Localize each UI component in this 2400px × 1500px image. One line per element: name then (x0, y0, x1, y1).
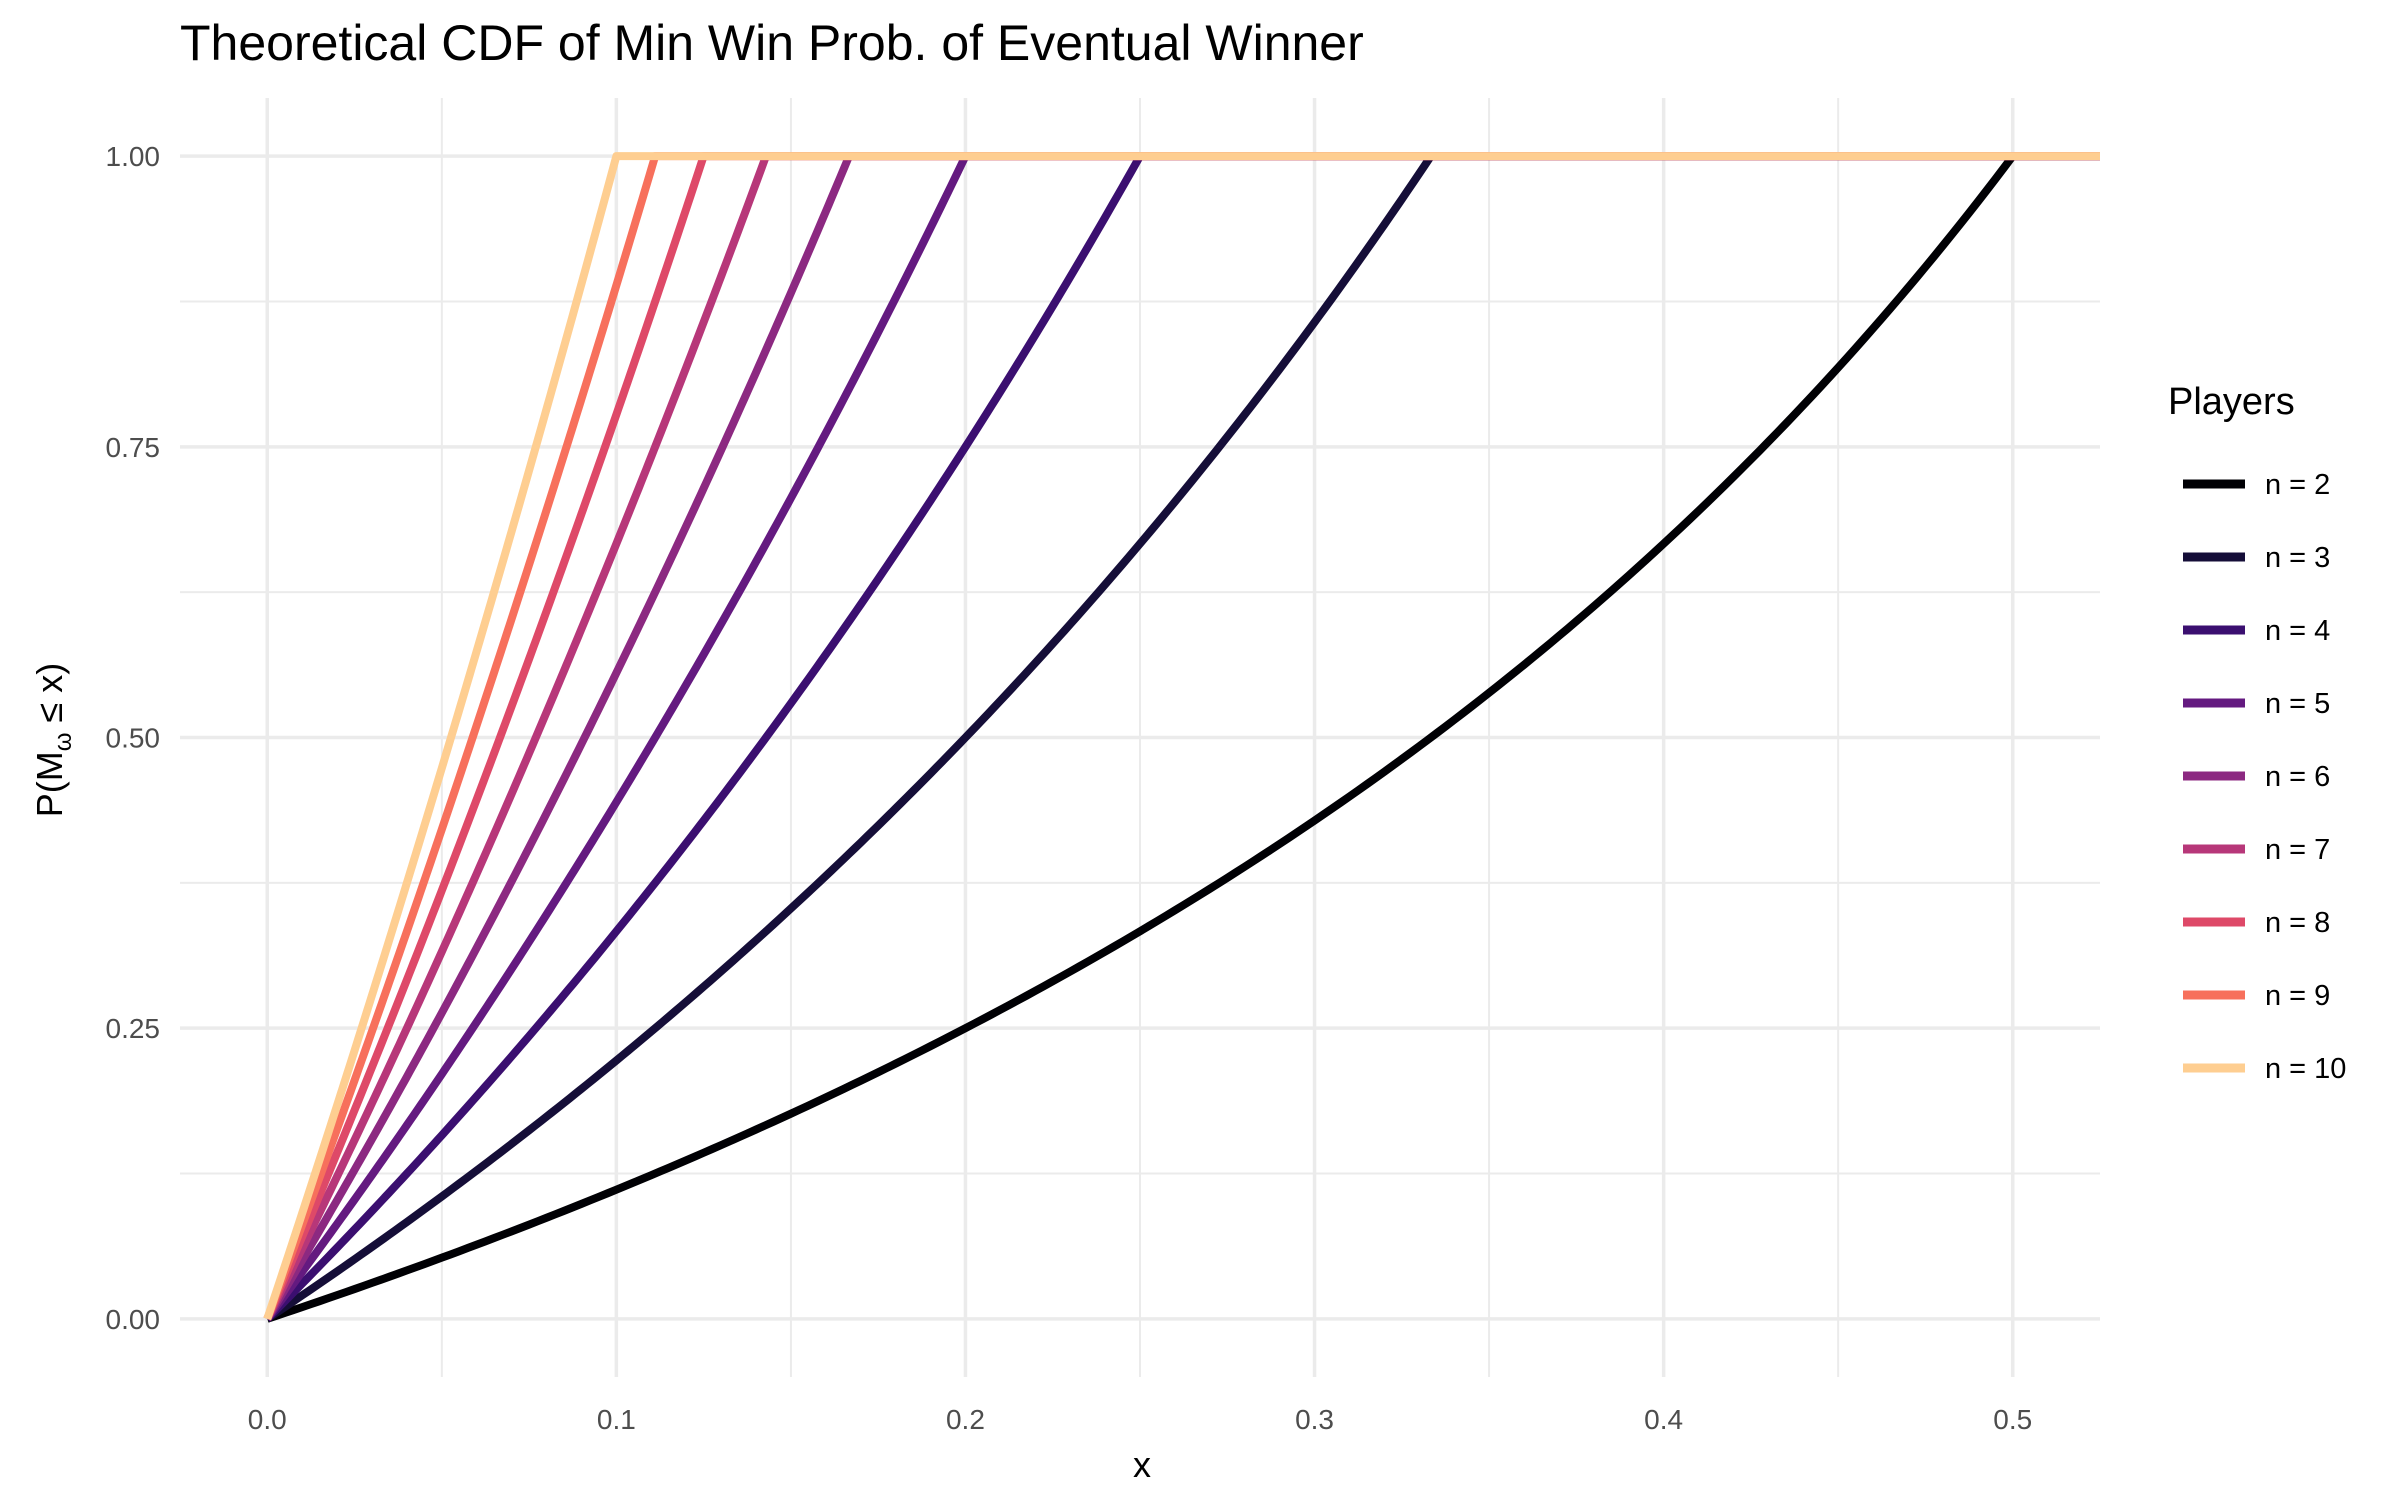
x-tick-label: 0.0 (248, 1404, 287, 1435)
series-line-n5 (264, 152, 2100, 1322)
y-axis-title: P(Mω ≤ x) (29, 663, 77, 818)
x-tick-label: 0.1 (597, 1404, 636, 1435)
legend: Players n = 2n = 3n = 4n = 5n = 6n = 7n … (2168, 381, 2346, 1085)
x-tick-label: 0.3 (1295, 1404, 1334, 1435)
legend-title: Players (2168, 381, 2295, 423)
series-line-n2 (266, 152, 2100, 1323)
legend-label-n2: n = 2 (2265, 469, 2330, 501)
legend-label-n7: n = 7 (2265, 834, 2330, 866)
plot-panel: 0.0 0.1 0.2 0.3 0.4 0.5 0.00 0.25 0.50 0.75 1.00 (106, 98, 2100, 1435)
x-tick-label: 0.4 (1644, 1404, 1683, 1435)
y-tick-label: 0.00 (106, 1304, 161, 1335)
y-axis-title-subscript: ω (50, 733, 77, 752)
y-tick-label: 0.25 (106, 1013, 161, 1044)
x-tick-label: 0.5 (1993, 1404, 2032, 1435)
legend-label-n6: n = 6 (2265, 761, 2330, 793)
legend-label-n4: n = 4 (2265, 615, 2330, 647)
legend-items: n = 2 n = 3 n = 4 n = 5 n = 6 n = 7 n = 8 n = 9… (2183, 469, 2346, 1085)
series-line-n6 (263, 152, 2100, 1321)
y-tick-label: 1.00 (106, 141, 161, 172)
series-line-n7 (263, 152, 2100, 1321)
x-tick-label: 0.2 (946, 1404, 985, 1435)
series-line-n10 (263, 152, 2100, 1321)
series-line-n9 (263, 152, 2100, 1321)
y-axis-title-rest: ≤ x) (29, 663, 70, 733)
chart-title: Theoretical CDF of Min Win Prob. of Even… (180, 15, 1364, 71)
legend-label-n3: n = 3 (2265, 542, 2330, 574)
legend-label-n8: n = 8 (2265, 907, 2330, 939)
legend-label-n10: n = 10 (2265, 1053, 2346, 1085)
series-line-n4 (264, 152, 2100, 1322)
series-line-n8 (263, 152, 2100, 1321)
legend-label-n5: n = 5 (2265, 688, 2330, 720)
x-axis-title: x (1133, 1444, 1151, 1485)
series-line-n3 (265, 152, 2100, 1323)
y-tick-label: 0.50 (106, 723, 161, 754)
y-axis-title-main: P(M (29, 751, 70, 817)
legend-label-n9: n = 9 (2265, 980, 2330, 1012)
y-tick-label: 0.75 (106, 432, 161, 463)
